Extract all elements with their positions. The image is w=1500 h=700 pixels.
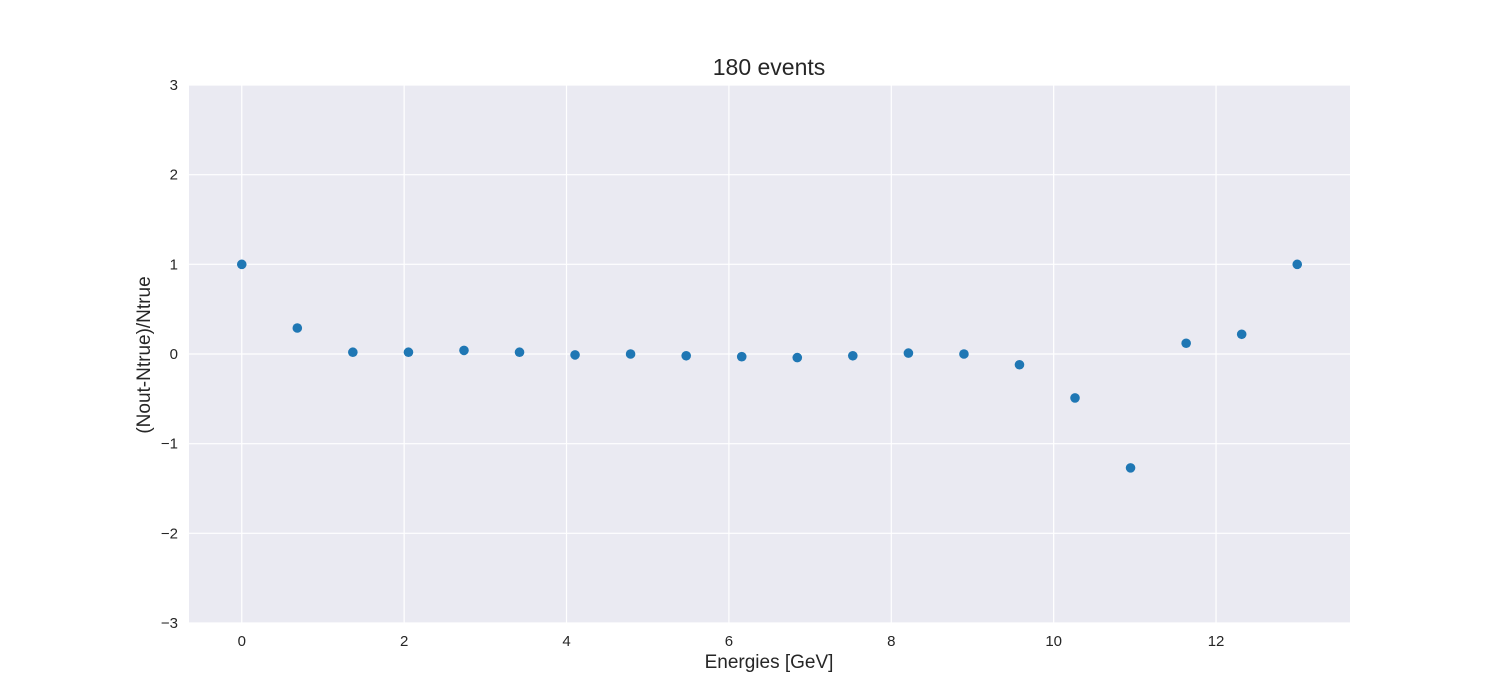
- x-tick-label: 8: [887, 633, 895, 650]
- chart-title: 180 events: [713, 54, 826, 80]
- x-tick-label: 10: [1045, 633, 1062, 650]
- y-tick-label: −1: [161, 436, 178, 453]
- data-point: [459, 345, 469, 356]
- x-tick-label: 2: [400, 633, 408, 650]
- y-tick-label: 1: [170, 256, 178, 273]
- data-points: [236, 259, 1303, 473]
- data-point: [514, 347, 525, 358]
- y-axis-label: (Nout-Ntrue)/Ntrue: [134, 276, 155, 433]
- y-tick-label: 0: [170, 346, 178, 363]
- data-point: [959, 349, 969, 359]
- data-point: [681, 350, 692, 361]
- y-tick-label: −2: [161, 525, 178, 542]
- data-point: [1236, 329, 1247, 340]
- data-point: [292, 323, 303, 333]
- data-point: [847, 350, 858, 361]
- data-point: [625, 349, 636, 359]
- x-tick-label: 0: [238, 633, 246, 650]
- data-point: [903, 348, 914, 358]
- x-tick-label: 6: [725, 633, 733, 650]
- data-point: [1125, 463, 1136, 473]
- x-axis-label: Energies [GeV]: [705, 652, 834, 673]
- x-tick-labels: 0 2 4 6 8 10 12: [238, 633, 1225, 650]
- data-point: [792, 352, 803, 363]
- data-point: [736, 351, 747, 362]
- y-tick-label: 2: [170, 167, 178, 184]
- data-point: [570, 350, 580, 360]
- data-point: [1292, 259, 1303, 270]
- data-point: [236, 259, 247, 270]
- data-point: [1070, 393, 1080, 403]
- data-point: [1181, 338, 1191, 349]
- data-point: [1014, 359, 1025, 370]
- grid-lines: [189, 84, 1350, 624]
- y-tick-label: 3: [170, 77, 178, 94]
- y-tick-labels: −3 −2 −1 0 1 2 3: [161, 77, 178, 632]
- x-tick-label: 12: [1208, 633, 1225, 650]
- data-point: [348, 347, 358, 358]
- y-tick-label: −3: [161, 615, 178, 632]
- x-tick-label: 4: [562, 633, 570, 650]
- data-point: [403, 347, 414, 358]
